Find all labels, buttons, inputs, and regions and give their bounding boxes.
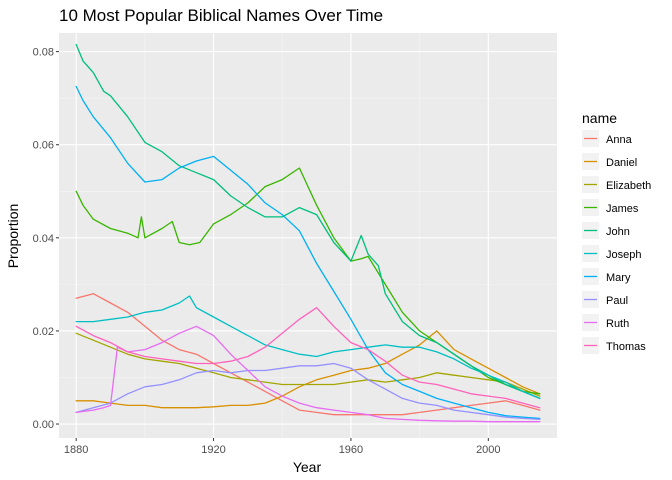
- legend-item-john: John: [582, 222, 630, 239]
- legend-label: Anna: [606, 134, 633, 146]
- legend-item-daniel: Daniel: [582, 153, 637, 170]
- x-tick-label: 1880: [64, 444, 88, 456]
- x-axis-title: Year: [293, 459, 322, 475]
- legend-label: Elizabeth: [606, 180, 651, 192]
- series-lines: [75, 43, 541, 423]
- series-line-thomas: [75, 307, 541, 409]
- y-axis: 0.00 0.02 0.04 0.06 0.08: [33, 47, 59, 431]
- legend-label: Thomas: [606, 341, 646, 353]
- legend-label: Joseph: [606, 249, 641, 261]
- chart-title: 10 Most Popular Biblical Names Over Time: [59, 6, 383, 25]
- x-tick-label: 1920: [201, 444, 225, 456]
- y-tick-label: 0.08: [33, 47, 54, 59]
- x-axis: 1880 1920 1960 2000: [64, 438, 501, 456]
- legend-label: Ruth: [606, 318, 629, 330]
- y-tick-label: 0.02: [33, 326, 54, 338]
- legend-label: Daniel: [606, 157, 637, 169]
- legend-label: John: [606, 226, 630, 238]
- series-line-joseph: [75, 295, 541, 400]
- legend-item-thomas: Thomas: [582, 337, 646, 354]
- legend-title: name: [582, 110, 617, 126]
- legend-label: Mary: [606, 272, 631, 284]
- y-tick-label: 0.04: [33, 233, 54, 245]
- legend-item-paul: Paul: [582, 291, 628, 308]
- series-line-elizabeth: [75, 332, 541, 397]
- legend-label: James: [606, 203, 639, 215]
- series-line-anna: [75, 293, 541, 416]
- y-tick-label: 0.06: [33, 140, 54, 152]
- legend-item-james: James: [582, 199, 639, 216]
- legend: name Anna Daniel Elizabeth James John Joseph M…: [582, 110, 651, 354]
- major-gridlines: [59, 33, 557, 438]
- y-tick-label: 0.00: [33, 419, 54, 431]
- series-line-paul: [75, 362, 541, 421]
- plot-panel: [59, 33, 557, 438]
- y-axis-title: Proportion: [5, 204, 21, 269]
- series-line-daniel: [75, 330, 541, 409]
- legend-label: Paul: [606, 295, 628, 307]
- series-line-mary: [75, 85, 541, 420]
- x-tick-label: 2000: [476, 444, 500, 456]
- legend-item-elizabeth: Elizabeth: [582, 176, 651, 193]
- legend-items: Anna Daniel Elizabeth James John Joseph Mary Pa…: [582, 130, 651, 354]
- x-tick-label: 1960: [339, 444, 363, 456]
- legend-item-joseph: Joseph: [582, 245, 641, 262]
- legend-item-mary: Mary: [582, 268, 631, 285]
- legend-item-ruth: Ruth: [582, 314, 629, 331]
- series-line-john: [75, 43, 541, 400]
- legend-item-anna: Anna: [582, 130, 633, 147]
